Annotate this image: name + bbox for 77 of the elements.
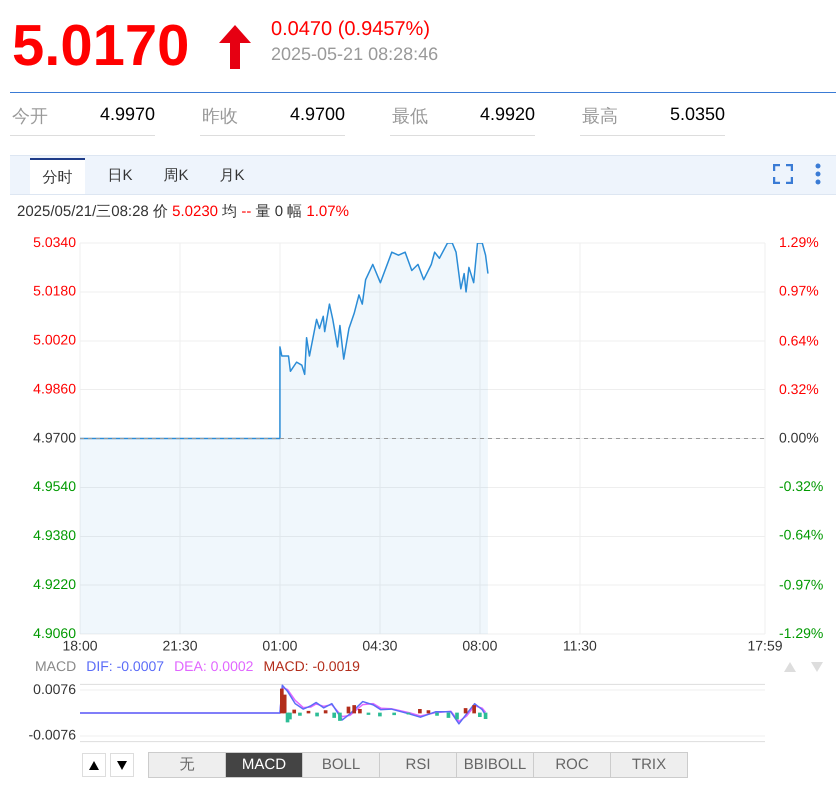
text: RSI <box>379 752 457 778</box>
bar <box>324 710 328 714</box>
text: 分时 <box>30 158 85 194</box>
x-tick-label: 08:00 <box>462 637 498 654</box>
bar <box>426 710 430 714</box>
bar <box>484 712 488 720</box>
text: 4.9700 <box>290 104 345 125</box>
y-tick-label: 0.0076 <box>33 680 76 697</box>
text: 量 0 幅 <box>256 203 304 220</box>
x-tick-label: 01:00 <box>262 637 298 654</box>
y-tick-label: 5.0180 <box>33 282 76 299</box>
y-tick-label: 5.0340 <box>33 234 76 250</box>
y-tick-label: 4.9700 <box>33 429 76 446</box>
series-label: MACD: -0.0019 <box>263 658 360 674</box>
y2-tick-label: 0.97% <box>779 282 819 298</box>
y2-tick-label: -0.32% <box>779 478 824 494</box>
x-tick-label: 21:30 <box>162 637 198 654</box>
text: DIF: -0.0007 <box>86 658 164 674</box>
y-tick-label: -0.0076 <box>28 726 76 743</box>
chart-title: MACD <box>35 658 76 674</box>
text: 月K <box>218 166 246 186</box>
text: DEA: 0.0002 <box>174 658 254 674</box>
bar <box>332 712 336 718</box>
text: 5.0230 <box>172 203 220 220</box>
text: 今开 <box>12 105 48 128</box>
bar <box>378 712 382 716</box>
y2-tick-label: 1.29% <box>779 234 819 250</box>
bar <box>418 709 422 714</box>
text: 无 <box>148 752 226 778</box>
bar <box>306 710 310 714</box>
y-tick-label: 4.9540 <box>33 478 76 494</box>
text: 4.9920 <box>480 104 535 125</box>
bar <box>478 712 482 717</box>
bar <box>464 708 468 714</box>
y-tick-label: 5.0020 <box>33 332 76 348</box>
bar <box>455 712 459 720</box>
text: 最高 <box>582 105 618 128</box>
text: -- <box>241 203 252 220</box>
bar <box>472 705 476 714</box>
bar <box>346 706 350 714</box>
bar <box>446 712 450 718</box>
bar <box>315 712 319 716</box>
text: 5.0170 <box>12 12 190 80</box>
text: 2025/05/21/三08:28 价 <box>17 203 169 220</box>
bar <box>435 712 439 716</box>
text: ROC <box>533 752 611 778</box>
text: 2025-05-21 08:28:46 <box>271 44 438 65</box>
text: 最低 <box>392 105 428 128</box>
text: 1.07% <box>306 203 349 220</box>
y2-tick-label: 0.32% <box>779 380 819 397</box>
bar <box>292 710 296 714</box>
y-tick-label: 4.9220 <box>33 576 76 592</box>
bar <box>392 712 396 716</box>
text: MACD <box>225 752 303 778</box>
text: BBIBOLL <box>456 752 534 778</box>
y2-tick-label: 0.00% <box>779 429 819 446</box>
x-tick-label: 04:30 <box>362 637 398 654</box>
bar <box>352 705 356 714</box>
text: 周K <box>162 166 190 186</box>
y-tick-label: 4.9380 <box>33 527 76 544</box>
y2-tick-label: 0.64% <box>779 332 819 348</box>
bar <box>288 712 292 720</box>
bar <box>358 709 362 714</box>
x-tick-label: 11:30 <box>562 637 598 654</box>
text: BOLL <box>302 752 380 778</box>
text: 均 <box>222 203 238 220</box>
text: 5.0350 <box>670 104 725 125</box>
y-tick-label: 4.9860 <box>33 380 76 396</box>
bar <box>338 712 342 721</box>
y2-tick-label: -0.97% <box>779 576 824 592</box>
y2-tick-label: -0.64% <box>779 526 824 542</box>
bar <box>298 712 302 716</box>
text: TRIX <box>610 752 688 778</box>
text: 0.0470 (0.9457%) <box>271 18 430 41</box>
text: 4.9970 <box>100 104 155 125</box>
text: 日K <box>106 166 134 186</box>
text: 昨收 <box>202 105 238 128</box>
